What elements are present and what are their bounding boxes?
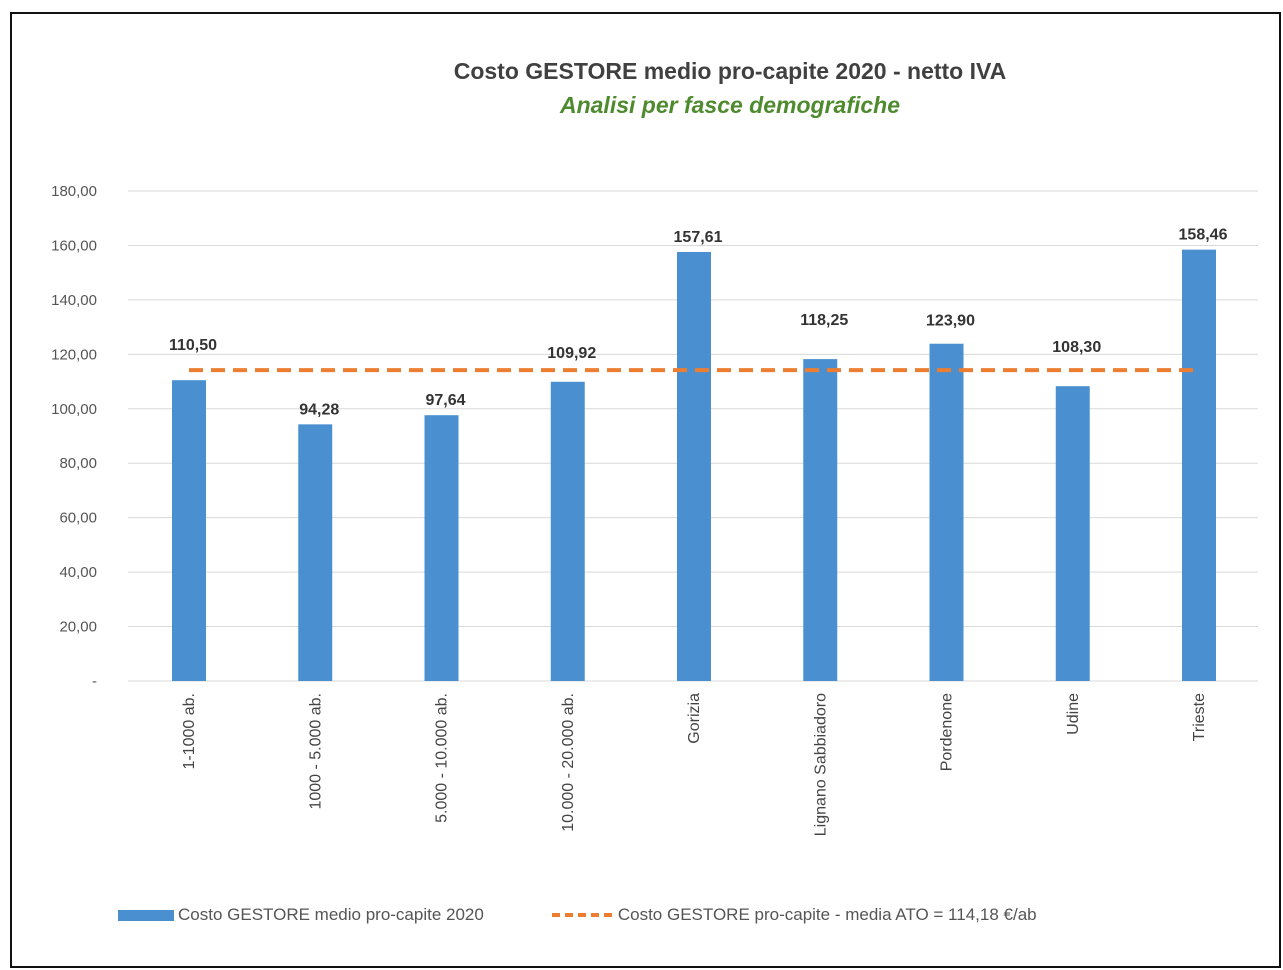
legend-item-average: Costo GESTORE pro-capite - media ATO = 1… xyxy=(551,905,1037,925)
bar xyxy=(298,424,333,681)
bar xyxy=(550,381,585,681)
x-category-label: 5.000 - 10.000 ab. xyxy=(434,693,451,823)
bar xyxy=(929,343,964,681)
data-label: 94,28 xyxy=(299,401,339,418)
data-label: 97,64 xyxy=(425,392,465,409)
legend-bar-swatch xyxy=(118,909,174,921)
x-category-label: Trieste xyxy=(1191,693,1208,741)
y-tick-label: - xyxy=(92,673,97,690)
bar xyxy=(1182,249,1216,682)
bar xyxy=(172,380,206,681)
data-label: 123,90 xyxy=(926,313,975,330)
data-label: 110,50 xyxy=(169,337,217,354)
data-label: 157,61 xyxy=(674,229,723,246)
y-tick-label: 80,00 xyxy=(59,455,97,472)
y-tick-label: 100,00 xyxy=(51,401,97,418)
chart-title: Costo GESTORE medio pro-capite 2020 - ne… xyxy=(453,58,1007,84)
data-label: 108,30 xyxy=(1052,339,1101,356)
legend-line-swatch xyxy=(551,913,612,917)
y-tick-label: 120,00 xyxy=(51,346,97,363)
x-category-label: Lignano Sabbiadoro xyxy=(812,693,829,836)
y-tick-label: 160,00 xyxy=(51,237,97,254)
legend-label-bars: Costo GESTORE medio pro-capite 2020 xyxy=(178,905,484,924)
x-category-label: 1-1000 ab. xyxy=(181,693,198,770)
legend-label-average: Costo GESTORE pro-capite - media ATO = 1… xyxy=(617,905,1037,924)
y-tick-label: 140,00 xyxy=(51,292,97,309)
data-label: 109,92 xyxy=(547,345,596,362)
y-tick-label: 180,00 xyxy=(51,183,97,200)
chart-subtitle: Analisi per fasce demografiche xyxy=(559,92,900,118)
bar xyxy=(1055,386,1090,681)
x-category-label: 10.000 - 20.000 ab. xyxy=(560,693,577,832)
y-tick-label: 20,00 xyxy=(59,619,97,636)
bar xyxy=(803,359,838,681)
x-category-label: Pordenone xyxy=(939,693,956,771)
x-category-label: 1000 - 5.000 ab. xyxy=(307,693,324,810)
y-tick-label: 60,00 xyxy=(59,510,97,527)
legend-item-bars: Costo GESTORE medio pro-capite 2020 xyxy=(118,905,484,925)
x-category-label: Gorizia xyxy=(686,693,703,744)
x-category-label: Udine xyxy=(1065,693,1082,735)
chart-legend: Costo GESTORE medio pro-capite 2020 Cost… xyxy=(118,903,1105,927)
y-tick-label: 40,00 xyxy=(59,564,97,581)
bar xyxy=(677,251,711,681)
bar xyxy=(424,415,459,681)
data-label: 158,46 xyxy=(1179,227,1228,244)
data-label: 118,25 xyxy=(800,312,848,329)
